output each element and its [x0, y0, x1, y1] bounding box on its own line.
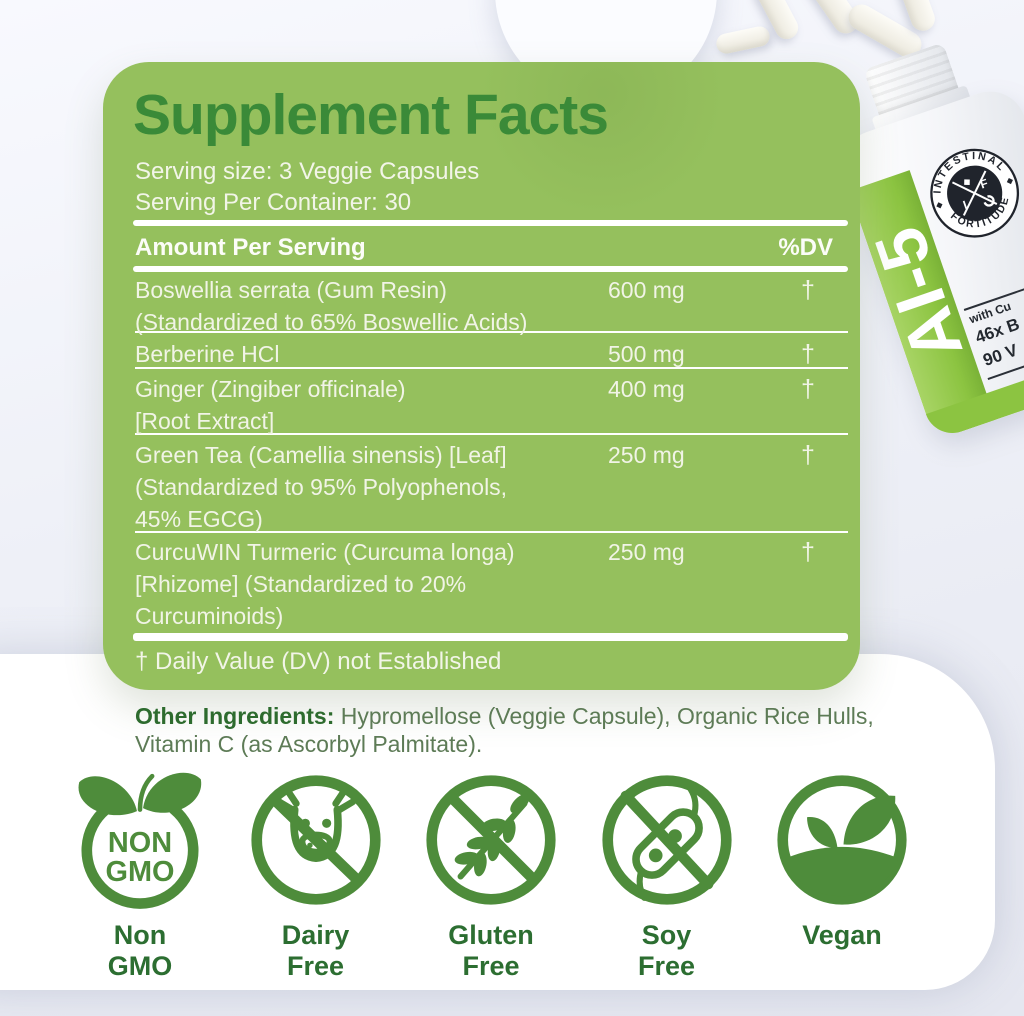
dairy-free-icon — [250, 775, 381, 905]
badge-label: Dairy Free — [281, 920, 350, 981]
svg-text:GMO: GMO — [106, 856, 175, 888]
capsule — [714, 24, 772, 56]
dv-value: † — [801, 441, 815, 469]
divider-thick — [133, 220, 848, 226]
badge-label: Gluten Free — [448, 920, 534, 981]
amount-value: 250 mg — [608, 539, 685, 565]
monogram-i: I — [961, 198, 969, 212]
badge-label: Soy Free — [637, 920, 696, 981]
badge-label: Vegan — [802, 920, 882, 950]
table-row: Berberine HCl 500 mg † — [135, 338, 848, 369]
dv-value: † — [801, 276, 815, 304]
gluten-free-icon — [426, 775, 556, 905]
monogram-f: F — [978, 176, 989, 192]
divider-thick — [133, 266, 848, 272]
badge-non-gmo: NON GMO Non GMO — [57, 764, 223, 982]
serving-per-container: Serving Per Container: 30 — [135, 189, 412, 216]
table-row: Green Tea (Camellia sinensis) [Leaf] (St… — [135, 439, 848, 533]
non-gmo-icon: NON GMO — [78, 772, 202, 909]
badge-gluten-free: Gluten Free — [408, 764, 574, 982]
bottle-body: AI-5 INTESTINAL FORTITUDE I F with Cu — [832, 81, 1024, 441]
serving-size: Serving size: 3 Veggie Capsules — [135, 158, 480, 185]
dv-value: † — [801, 538, 815, 566]
amount-per-serving-header: Amount Per Serving — [135, 234, 366, 261]
vegan-icon — [777, 775, 907, 905]
dv-footnote: † Daily Value (DV) not Established — [135, 648, 502, 675]
supplement-facts-panel: Supplement Facts Serving size: 3 Veggie … — [103, 62, 860, 690]
table-row: CurcuWIN Turmeric (Curcuma longa) [Rhizo… — [135, 536, 848, 632]
table-row: Boswellia serrata (Gum Resin) (Standardi… — [135, 274, 848, 335]
table-row: Ginger (Zingiber officinale) [Root Extra… — [135, 373, 848, 435]
panel-title: Supplement Facts — [133, 83, 609, 147]
dv-value: † — [801, 340, 815, 368]
soy-free-icon — [601, 775, 732, 905]
amount-value: 400 mg — [608, 376, 685, 402]
badge-vegan: Vegan — [759, 764, 925, 982]
dv-value: † — [801, 375, 815, 403]
badge-label: Non GMO — [107, 920, 173, 981]
amount-value: 600 mg — [608, 277, 685, 303]
dv-header: %DV — [778, 234, 833, 261]
badge-dairy-free: Dairy Free — [233, 764, 399, 982]
amount-value: 250 mg — [608, 442, 685, 468]
other-ingredients: Other Ingredients: Hypromellose (Veggie … — [135, 703, 874, 757]
supplement-bottle: AI-5 INTESTINAL FORTITUDE I F with Cu — [811, 19, 1024, 441]
amount-value: 500 mg — [608, 341, 685, 367]
other-ingredients-label: Other Ingredients: — [135, 703, 335, 729]
divider-thick — [133, 633, 848, 641]
badge-soy-free: Soy Free — [584, 764, 750, 982]
svg-text:NON: NON — [108, 827, 172, 859]
badge-row: NON GMO Non GMO Dairy Free — [57, 764, 925, 982]
